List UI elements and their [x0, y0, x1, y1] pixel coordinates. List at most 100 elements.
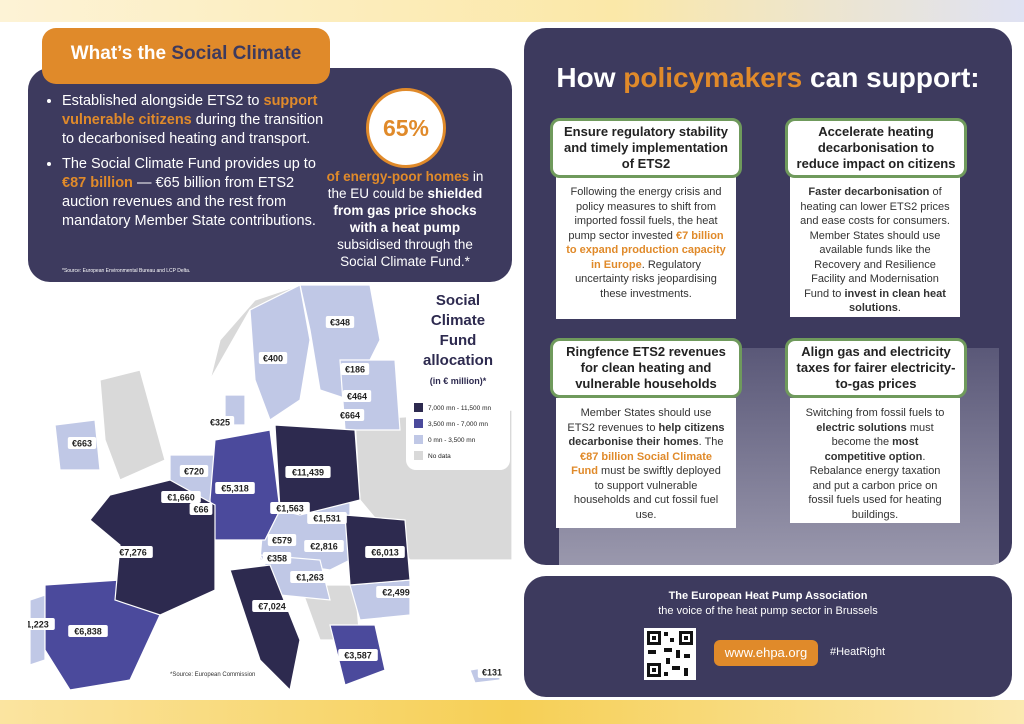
- text: subsidised through the Social Climate Fu…: [337, 237, 473, 269]
- card-body: Member States should use ETS2 revenues t…: [556, 398, 736, 528]
- text: in the EU could be: [327, 169, 484, 201]
- label-box: [340, 363, 370, 375]
- text: must be swiftly deployed to support vuln…: [573, 465, 721, 521]
- legend-item: 3,500 mn - 7,000 mn: [428, 421, 488, 428]
- text: . The: [698, 436, 724, 448]
- text: How: [556, 62, 624, 93]
- country: [229, 564, 301, 692]
- swatch: [414, 435, 423, 444]
- text: The Social Climate Fund provides up to: [62, 156, 316, 172]
- text: . Regulatory uncertainty risks jeopardis…: [575, 258, 717, 300]
- bullet: Established alongside ETS2 to support vu…: [62, 92, 332, 149]
- policy-title: How policymakers can support:: [524, 62, 1012, 94]
- map-label: €131: [482, 668, 502, 678]
- title-line: Climate: [431, 312, 485, 329]
- text: Member States should use ETS2 revenues t…: [567, 407, 712, 434]
- label-box: [215, 482, 255, 494]
- map-label: €6,013: [371, 548, 399, 558]
- map-label: €186: [345, 365, 365, 375]
- label-box: [304, 540, 344, 552]
- text: electric solutions: [816, 421, 907, 434]
- text: Established alongside ETS2 to: [62, 93, 264, 109]
- text: of heating can lower ETS2 prices and eas…: [800, 186, 950, 300]
- bullet-list: Established alongside ETS2 to support vu…: [48, 92, 332, 237]
- text: €87 billion Social Climate Fund: [571, 450, 713, 478]
- text: — €65 billion from ETS2 auction revenues…: [62, 175, 316, 229]
- legend-title: Social Climate Fund allocation: [423, 292, 493, 369]
- legend-subtitle: (in € million)*: [430, 376, 487, 386]
- label-box: [28, 618, 55, 630]
- map-label: €11,439: [292, 468, 324, 478]
- text: of energy-poor homes: [326, 169, 470, 184]
- label-box: [325, 316, 355, 328]
- legend: Social Climate Fund allocation (in € millio…: [406, 285, 510, 470]
- footer: The European Heat Pump Association the v…: [524, 576, 1012, 697]
- label-box: [338, 649, 378, 661]
- bullet: The Social Climate Fund provides up to €…: [62, 155, 332, 231]
- country: [209, 284, 301, 381]
- label-box: [189, 503, 213, 515]
- stat-text: of energy-poor homes in the EU could be …: [320, 168, 490, 270]
- text: €87 billion: [62, 175, 133, 191]
- label-box: [376, 586, 416, 598]
- card-title: Accelerate heating decarbonisation to re…: [785, 118, 967, 178]
- map-label: €579: [272, 536, 292, 546]
- text: most competitive option: [824, 436, 923, 463]
- text: policymakers: [623, 62, 803, 93]
- map-label: €1,223: [28, 620, 49, 630]
- label-box: [365, 546, 405, 558]
- map-label: €6,838: [74, 627, 102, 637]
- legend-item: 7,000 mn - 11,500 mn: [428, 405, 491, 412]
- map-label: €663: [72, 439, 92, 449]
- text: . Rebalance energy taxation and put a ca…: [808, 450, 942, 521]
- bottom-bar: [0, 700, 1024, 724]
- source: *Source: European Commission: [170, 672, 255, 678]
- text: shielded from gas price shocks with a he…: [333, 186, 483, 235]
- swatch: [414, 419, 423, 428]
- legend-item: 0 mn - 3,500 mn: [428, 437, 476, 444]
- footer-subtitle: the voice of the heat pump sector in Bru…: [658, 605, 878, 617]
- map-label: €400: [263, 354, 283, 364]
- card-body: Following the energy crisis and policy m…: [556, 177, 736, 319]
- card-body: Switching from fossil fuels to electric …: [790, 398, 960, 523]
- title-line: allocation: [423, 352, 493, 369]
- card-body: Faster decarbonisation of heating can lo…: [790, 177, 960, 317]
- map-label: €2,816: [310, 542, 338, 552]
- map-label: €664: [340, 411, 360, 421]
- label-box: [307, 512, 347, 524]
- label-box: [205, 416, 235, 428]
- stat-value: 65%: [366, 88, 446, 168]
- source: *Source: European Environmental Bureau a…: [62, 268, 191, 274]
- map-label: €1,531: [313, 514, 341, 524]
- map-labels: €348 €400 €186 €464 €664 €325 €663 €720 €1,660 €6…: [28, 316, 507, 678]
- card-title: Ensure regulatory stability and timely i…: [550, 118, 742, 178]
- text: Faster decarbonisation: [808, 186, 930, 198]
- swatch: [414, 451, 423, 460]
- title-line: Social: [436, 292, 480, 309]
- map-label: €7,024: [258, 602, 286, 612]
- title-part: What’s the: [70, 43, 172, 64]
- text: invest in clean heat solutions: [844, 287, 946, 315]
- label-box: [113, 546, 153, 558]
- swatch: [414, 403, 423, 412]
- map-label: €1,563: [276, 504, 304, 514]
- map-label: €7,276: [119, 548, 147, 558]
- map-label: €1,263: [296, 573, 324, 583]
- card-title: Ringfence ETS2 revenues for clean heatin…: [550, 338, 742, 398]
- legend-item: No data: [428, 453, 451, 460]
- map-label: €5,318: [221, 484, 249, 494]
- map-label: €348: [330, 318, 350, 328]
- label-box: [270, 502, 310, 514]
- map-label: €3,587: [344, 651, 372, 661]
- card-title: Align gas and electricity taxes for fair…: [785, 338, 967, 398]
- hashtag: #HeatRight: [830, 646, 886, 658]
- map-label: €66: [193, 505, 208, 515]
- website-link[interactable]: www.ehpa.org: [714, 640, 818, 666]
- label-box: [290, 571, 330, 583]
- text: can support:: [802, 62, 980, 93]
- title-line: Fund: [440, 332, 477, 349]
- map-label: €464: [347, 392, 367, 402]
- label-box: [342, 390, 372, 402]
- label-box: [179, 465, 209, 477]
